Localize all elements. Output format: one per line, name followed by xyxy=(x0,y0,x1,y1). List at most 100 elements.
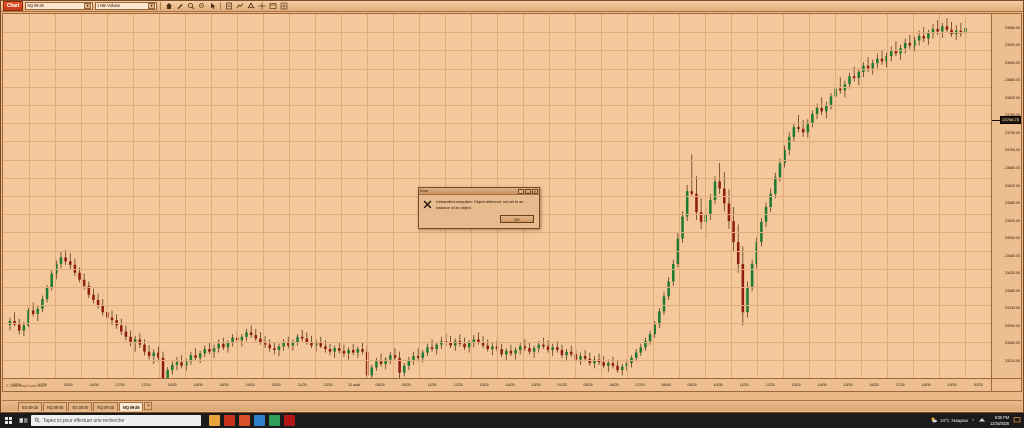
time-axis-label: 18/05 xyxy=(921,382,931,387)
chart-tab[interactable]: NQ 09-25 xyxy=(93,401,118,411)
gridline-horizontal xyxy=(3,287,991,288)
time-axis-label: 07/15 xyxy=(635,382,645,387)
chart-tab-strip[interactable]: ES 09-25 NQ 09-25 ES 09-25 NQ 09-25 NQ 09-25… xyxy=(2,400,1022,411)
network-icon[interactable] xyxy=(978,416,986,426)
time-axis[interactable]: 15/25 10/25 18/25 14/30 17/25 17/10 18/25 18/05… xyxy=(3,378,991,391)
time-axis-label: 18/05 xyxy=(193,382,203,387)
file-explorer-icon[interactable] xyxy=(209,415,220,426)
toolbar-separator xyxy=(160,2,162,10)
price-axis-label: 23300.00 xyxy=(1004,322,1020,328)
action-center-icon[interactable] xyxy=(1013,416,1021,426)
dialog-title-bar[interactable]: Error _ □ ✕ xyxy=(419,188,539,195)
gridline-horizontal xyxy=(3,251,991,252)
taskbar-app-buttons[interactable] xyxy=(209,415,295,426)
time-axis-label: 22/32 xyxy=(323,382,333,387)
time-axis-label: 16/25 xyxy=(219,382,229,387)
tray-chevron-up-icon[interactable]: ^ xyxy=(972,417,975,423)
error-dialog[interactable]: Error _ □ ✕ Unhandled exception: Object … xyxy=(418,187,540,229)
ninjatrader-chart-window: Chart NQ 09-25 ▼ 1 Min Volume ▼ xyxy=(0,0,1024,413)
time-axis-label: 21/25 xyxy=(297,382,307,387)
strategies-icon[interactable] xyxy=(246,2,255,11)
clock-time: 9:05 PM xyxy=(994,415,1009,420)
error-x-icon xyxy=(423,200,432,209)
clock[interactable]: 9:05 PM 12/16/2025 xyxy=(990,415,1009,426)
time-axis-label: 15/25 xyxy=(11,382,21,387)
instrument-selector[interactable]: NQ 09-25 ▼ xyxy=(25,2,94,10)
gridline-horizontal xyxy=(3,342,991,343)
grid-icon[interactable] xyxy=(279,2,288,11)
windows-start-icon[interactable] xyxy=(0,413,16,428)
ok-button[interactable]: OK xyxy=(500,215,534,223)
price-axis[interactable]: 23980.00 23940.00 23900.00 23860.00 23820.00… xyxy=(991,14,1021,378)
time-axis-label: 17/25 xyxy=(115,382,125,387)
gridline-horizontal xyxy=(3,178,991,179)
price-axis-label: 23500.00 xyxy=(1004,235,1020,241)
teamviewer-icon[interactable] xyxy=(254,415,265,426)
chart-app-icon[interactable] xyxy=(284,415,295,426)
data-series-icon[interactable] xyxy=(224,2,233,11)
chart-tab[interactable]: ES 09-25 xyxy=(68,401,93,411)
time-axis-label: 17/25 xyxy=(895,382,905,387)
minimize-icon[interactable]: _ xyxy=(518,188,524,194)
toolbar-separator xyxy=(220,2,222,10)
zoom-in-icon[interactable] xyxy=(186,2,195,11)
search-icon xyxy=(34,417,40,425)
price-axis-label: 23340.00 xyxy=(1004,305,1020,311)
gridline-horizontal xyxy=(3,50,991,51)
time-axis-label: 10/35 xyxy=(713,382,723,387)
time-axis-label: 13/25 xyxy=(479,382,489,387)
time-axis-label: 12 août xyxy=(348,382,360,387)
time-axis-label: 08/25 xyxy=(375,382,385,387)
timeframe-selector[interactable]: 1 Min Volume ▼ xyxy=(95,2,158,10)
time-axis-label: 17/10 xyxy=(141,382,151,387)
home-icon[interactable] xyxy=(164,2,173,11)
time-axis-label: 16/25 xyxy=(869,382,879,387)
weather-condition: Nuageux xyxy=(951,417,969,423)
drawing-tools-icon[interactable] xyxy=(175,2,184,11)
chart-menu-button[interactable]: Chart xyxy=(3,1,24,11)
time-axis-label: 13/25 xyxy=(791,382,801,387)
time-axis-label: 20/25 xyxy=(271,382,281,387)
clock-date: 12/16/2025 xyxy=(990,420,1009,426)
time-axis-label: 12/25 xyxy=(765,382,775,387)
crosshair-icon[interactable] xyxy=(257,2,266,11)
chevron-down-icon[interactable]: ▼ xyxy=(148,3,156,9)
system-tray: 24°C Nuageux ^ 9:05 PM 12/16/2025 xyxy=(930,415,1024,426)
price-axis-label: 23700.00 xyxy=(1004,147,1020,153)
price-axis-label: 23660.00 xyxy=(1004,164,1020,170)
gridline-horizontal xyxy=(3,269,991,270)
gridline-horizontal xyxy=(3,360,991,361)
price-axis-label: 23780.00 xyxy=(1004,112,1020,118)
maximize-icon[interactable]: □ xyxy=(525,188,531,194)
chevron-down-icon[interactable]: ▼ xyxy=(84,3,92,9)
browser-icon[interactable] xyxy=(239,415,250,426)
time-axis-label: 05/25 xyxy=(583,382,593,387)
time-axis-label: 18/25 xyxy=(167,382,177,387)
add-tab-button[interactable]: + xyxy=(144,402,153,410)
close-icon[interactable]: ✕ xyxy=(532,188,538,194)
chart-tab[interactable]: NQ 09-25 xyxy=(118,401,144,411)
zoom-out-icon[interactable] xyxy=(197,2,206,11)
search-input[interactable]: Tapez ici pour effectuer une recherche xyxy=(31,415,201,426)
task-view-icon[interactable] xyxy=(16,413,30,428)
gridline-horizontal xyxy=(3,32,991,33)
chart-tab[interactable]: NQ 09-25 xyxy=(42,401,68,411)
instrument-value: NQ 09-25 xyxy=(27,3,44,8)
gridline-horizontal xyxy=(3,305,991,306)
ninjatrader-icon[interactable] xyxy=(224,415,235,426)
gridline-horizontal xyxy=(3,105,991,106)
gridline-horizontal xyxy=(3,69,991,70)
cursor-icon[interactable] xyxy=(208,2,217,11)
price-axis-label: 23460.00 xyxy=(1004,252,1020,258)
weather-widget[interactable]: 24°C Nuageux xyxy=(930,416,968,426)
dialog-window-buttons: _ □ ✕ xyxy=(518,188,538,194)
editor-icon[interactable] xyxy=(269,415,280,426)
search-placeholder: Tapez ici pour effectuer une recherche xyxy=(43,417,125,424)
timeframe-value: 1 Min Volume xyxy=(97,3,121,8)
price-axis-label: 23220.00 xyxy=(1004,357,1020,363)
properties-icon[interactable] xyxy=(268,2,277,11)
indicators-icon[interactable] xyxy=(235,2,244,11)
chart-tab[interactable]: ES 09-25 xyxy=(18,401,42,411)
price-axis-label: 23620.00 xyxy=(1004,182,1020,188)
